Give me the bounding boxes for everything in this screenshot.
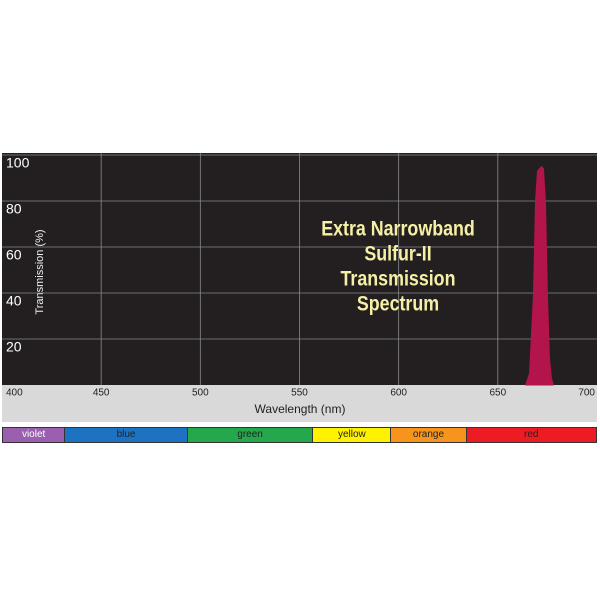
color-band: blue: [65, 428, 188, 442]
chart-title: Extra Narrowband: [321, 217, 475, 241]
x-tick-label: 550: [291, 388, 308, 399]
color-band: red: [466, 428, 596, 442]
chart-title: Transmission: [341, 267, 456, 291]
chart-title: Spectrum: [357, 292, 439, 316]
y-tick-label: 80: [6, 201, 22, 217]
y-tick-label: 20: [6, 339, 22, 355]
chart-title: Sulfur-II: [364, 242, 431, 266]
y-tick-label: 60: [6, 247, 22, 263]
y-tick-label: 40: [6, 293, 22, 309]
color-band: orange: [391, 428, 467, 442]
y-tick-label: 100: [6, 155, 30, 171]
x-tick-label: 700: [578, 388, 595, 399]
x-tick-label: 400: [6, 388, 23, 399]
x-tick-label: 600: [390, 388, 407, 399]
x-tick-label: 500: [192, 388, 209, 399]
x-axis-band: [2, 385, 597, 422]
color-band: green: [187, 428, 314, 442]
color-band-bar: violet blue green yellow orange red: [2, 427, 597, 443]
x-tick-label: 650: [489, 388, 506, 399]
color-band: yellow: [313, 428, 392, 442]
x-tick-label: 450: [93, 388, 110, 399]
x-axis-title: Wavelength (nm): [255, 402, 346, 416]
y-axis-title: Transmission (%): [34, 229, 46, 314]
color-band: violet: [3, 428, 66, 442]
transmission-curve: [525, 166, 554, 386]
